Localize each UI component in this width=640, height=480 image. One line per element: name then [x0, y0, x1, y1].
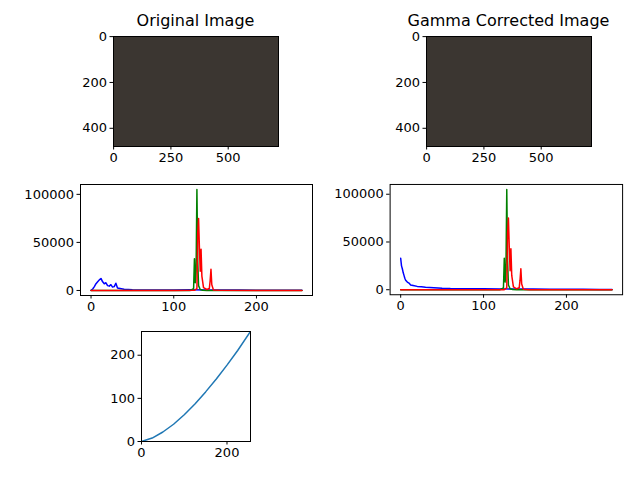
- svg-text:200: 200: [395, 75, 420, 90]
- svg-text:50000: 50000: [343, 234, 384, 249]
- svg-text:400: 400: [82, 120, 107, 135]
- svg-text:500: 500: [529, 150, 554, 165]
- svg-text:0: 0: [375, 282, 383, 297]
- svg-text:100: 100: [110, 391, 135, 406]
- svg-text:100: 100: [471, 298, 496, 313]
- html-text:Gamma Corrected Image: Gamma Corrected Image: [407, 11, 610, 30]
- svg-text:100: 100: [161, 299, 186, 314]
- svg-text:50000: 50000: [33, 235, 74, 250]
- svg-text:100000: 100000: [24, 187, 74, 202]
- svg-text:500: 500: [216, 150, 241, 165]
- svg-text:0: 0: [137, 445, 145, 460]
- svg-text:0: 0: [127, 434, 135, 449]
- svg-text:250: 250: [471, 150, 496, 165]
- svg-text:200: 200: [554, 298, 579, 313]
- svg-text:0: 0: [99, 29, 107, 44]
- html-text:Original Image: Original Image: [136, 11, 255, 30]
- svg-text:0: 0: [87, 299, 95, 314]
- svg-text:0: 0: [422, 150, 430, 165]
- svg-text:400: 400: [395, 120, 420, 135]
- svg-text:200: 200: [82, 75, 107, 90]
- svg-text:0: 0: [109, 150, 117, 165]
- svg-text:100000: 100000: [334, 186, 383, 201]
- svg-text:0: 0: [412, 29, 420, 44]
- svg-text:200: 200: [215, 445, 240, 460]
- svg-text:200: 200: [110, 347, 135, 362]
- svg-text:0: 0: [66, 283, 74, 298]
- svg-text:0: 0: [397, 298, 405, 313]
- svg-text:200: 200: [244, 299, 269, 314]
- svg-text:250: 250: [158, 150, 183, 165]
